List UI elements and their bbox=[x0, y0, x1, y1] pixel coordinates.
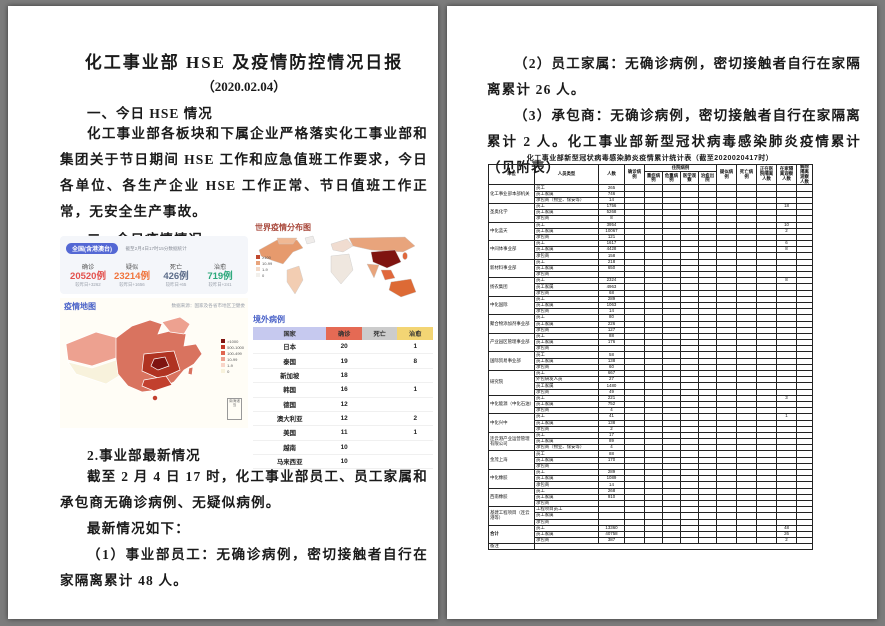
south-china-sea-inset: 南海诸岛 bbox=[227, 398, 242, 420]
epidemic-statistics-table-panel: 化工事业部新型冠状病毒感染肺炎疫情累计统计表（截至2020020417时） 单位… bbox=[488, 153, 814, 551]
section1-heading: 一、今日 HSE 情况 bbox=[87, 106, 213, 121]
table-col-header: 在家隔离观察人数 bbox=[776, 163, 798, 186]
china-map-panel: 疫情地图 数据来源：国家及各省市地区卫健委 >1000 bbox=[60, 298, 248, 428]
overseas-col-header: 治愈 bbox=[397, 327, 433, 340]
table-row: 员工家属 746 bbox=[489, 190, 814, 198]
overseas-row: 新加坡 18 bbox=[253, 368, 433, 384]
overseas-col-header: 国家 bbox=[253, 327, 327, 340]
overseas-row: 美国 11 1 bbox=[253, 425, 433, 441]
attachment-table: 单位 人员类型 人数 确诊病例 住院病例 疑似病例 死亡病例 正在医院隔离人数 在家隔离观察人数… bbox=[488, 163, 814, 551]
legend-item: 1-9 bbox=[221, 362, 244, 368]
legend-item: 500-1000 bbox=[221, 344, 244, 350]
world-map-legend: ≥100 10-99 1-9 0 bbox=[256, 254, 272, 278]
family-isolation-paragraph: （2）员工家属：无确诊病例，密切接触者自行在家隔离累计 26 人。 bbox=[487, 56, 861, 97]
table-subcol-header: 重症病例 bbox=[644, 171, 663, 186]
legend-item: 100-499 bbox=[221, 350, 244, 356]
table-row: 基建工程项目（连云港等） 工程项目员工 bbox=[488, 506, 814, 526]
table-col-header: 疑似病例 bbox=[716, 163, 738, 186]
table-row: 承包商 14 bbox=[489, 481, 814, 489]
overseas-row: 越南 10 bbox=[253, 440, 433, 456]
national-stats-panel: 全国(含港澳台) 截至2月4日17时15分数据统计 确诊 20520例 较昨日+32… bbox=[60, 236, 248, 294]
table-row: 员工家属 1089 bbox=[489, 475, 814, 483]
china-map-legend: >1000 500-1000 100-499 10-99 1-9 0 bbox=[221, 338, 244, 374]
overseas-title: 境外病例 bbox=[253, 315, 285, 324]
stat-item: 治愈 719例 较昨日+241 bbox=[207, 264, 233, 287]
table-row: 金茂上海 员工 88 bbox=[488, 450, 814, 470]
overseas-table: 国家 确诊 死亡 治愈 日本 20 1 泰国 19 8 新加坡 18 韩国 16 1 德国 12 澳大利亚 12 2… bbox=[253, 327, 433, 470]
table-subcol-header: 医学观察 bbox=[680, 171, 699, 186]
page-title: 化工事业部 HSE 及疫情防控情况日报 bbox=[84, 53, 404, 72]
stats-asof: 截至2月4日17时15分数据统计 bbox=[125, 245, 187, 251]
overseas-row: 日本 20 1 bbox=[253, 340, 433, 355]
table-subcol-header: 治愈出院 bbox=[697, 171, 718, 186]
table-col-header: 解除隔离观察人数 bbox=[796, 163, 814, 186]
table-row: 圣奥化学 员工 1756 18 bbox=[488, 202, 814, 223]
table-row: 连云港产业运营管理有限公司 员工 17 bbox=[488, 431, 814, 452]
table-row: 承包商 387 2 bbox=[489, 537, 814, 545]
table-col-header: 正在医院隔离人数 bbox=[756, 163, 778, 186]
table-col-header: 住院病例 bbox=[643, 163, 718, 173]
section3-heading: 2.事业部最新情况 bbox=[87, 448, 201, 463]
overseas-row: 德国 12 bbox=[253, 397, 433, 412]
latest-summary-paragraph: 截至 2 月 4 日 17 时，化工事业部员工、员工家属和承包商无确诊病例、无疑… bbox=[60, 469, 428, 510]
page-2: （2）员工家属：无确诊病例，密切接触者自行在家隔离累计 26 人。 （3）承包商… bbox=[447, 6, 877, 619]
legend-item: 10-99 bbox=[256, 260, 272, 266]
overseas-row: 马来西亚 10 bbox=[253, 454, 433, 470]
table-row: 承包商 bbox=[489, 499, 814, 508]
stat-item: 死亡 426例 较昨日+65 bbox=[163, 264, 189, 287]
world-map-title: 世界疫情分布图 bbox=[255, 223, 311, 232]
table-col-header: 单位 bbox=[488, 163, 535, 186]
hse-paragraph: 化工事业部各板块和下属企业严格落实化工事业部和集团关于节日期间 HSE 工作和应… bbox=[60, 126, 428, 219]
employee-isolation-paragraph: （1）事业部员工：无确诊病例，密切接触者自行在家隔离累计 48 人。 bbox=[60, 547, 428, 588]
table-note-row: 备注 bbox=[488, 543, 814, 551]
table-row: 聚合物添加剂事业部 员工 80 bbox=[488, 314, 814, 334]
stat-item: 确诊 20520例 较昨日+3262 bbox=[70, 264, 106, 287]
table-col-header: 死亡病例 bbox=[736, 163, 758, 186]
table-col-header: 确诊病例 bbox=[624, 163, 645, 186]
overseas-row: 泰国 19 8 bbox=[253, 353, 433, 369]
stat-item: 疑似 23214例 较昨日+1656 bbox=[114, 264, 150, 287]
world-map-panel: 世界疫情分布图 bbox=[253, 220, 433, 314]
table-col-header: 人员类型 bbox=[534, 163, 599, 186]
legend-item: ≥100 bbox=[256, 254, 272, 260]
table-row: 员工家属 4963 bbox=[489, 283, 814, 291]
stats-items: 确诊 20520例 较昨日+3262 疑似 23214例 较昨日+1656 死亡 426例 较昨… bbox=[66, 262, 242, 288]
legend-item: >1000 bbox=[221, 338, 244, 344]
overseas-row: 韩国 16 1 bbox=[253, 382, 433, 398]
page-1: 化工事业部 HSE 及疫情防控情况日报 （2020.02.04） 一、今日 HS… bbox=[8, 6, 438, 619]
overseas-cases-panel: 境外病例 国家 确诊 死亡 治愈 日本 20 1 泰国 19 8 新加坡 18 韩国 16 1 德国 12 澳大… bbox=[253, 314, 433, 470]
overseas-row: 澳大利亚 12 2 bbox=[253, 411, 433, 427]
table-row: 员工家属 170 bbox=[489, 456, 814, 464]
overseas-col-header: 确诊 bbox=[326, 327, 362, 340]
table-row: 中化兴中 员工 41 1 bbox=[488, 413, 814, 433]
china-map-source: 数据来源：国家及各省市地区卫健委 bbox=[171, 303, 245, 308]
world-map bbox=[258, 235, 417, 298]
table-row: 产业园区管理事业部 员工 88 bbox=[488, 332, 814, 353]
attachment-table-title: 化工事业部新型冠状病毒感染肺炎疫情累计统计表（截至2020020417时） bbox=[526, 155, 774, 162]
latest-intro-line: 最新情况如下： bbox=[87, 521, 190, 536]
table-subcol-header: 危重病例 bbox=[662, 171, 681, 186]
table-row: 合计 员工 13360 48 bbox=[488, 524, 814, 545]
table-row: 新材料事业部 员工 218 bbox=[488, 258, 814, 279]
china-map-title: 疫情地图 bbox=[64, 302, 96, 311]
legend-item: 10-99 bbox=[221, 356, 244, 362]
table-row: 西南橡胶 员工 268 bbox=[488, 487, 814, 508]
legend-item: 0 bbox=[256, 272, 272, 278]
china-map bbox=[65, 316, 203, 401]
legend-item: 1-9 bbox=[256, 266, 272, 272]
report-date: （2020.02.04） bbox=[201, 79, 287, 94]
legend-item: 0 bbox=[221, 368, 244, 374]
table-col-header: 人数 bbox=[598, 163, 625, 186]
overseas-col-header: 死亡 bbox=[361, 327, 398, 340]
scope-pill: 全国(含港澳台) bbox=[66, 243, 118, 255]
